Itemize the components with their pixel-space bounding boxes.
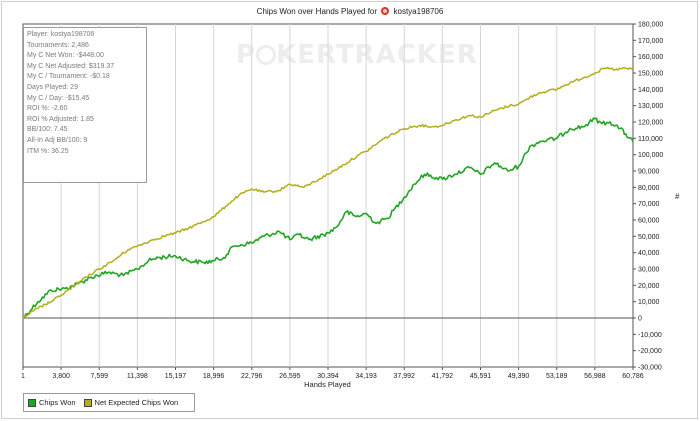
stat-days-played: Days Played: 29 (27, 83, 78, 91)
x-axis-title: Hands Played (304, 380, 351, 389)
watermark-chip-icon (256, 45, 277, 65)
x-tick-label: 1 (21, 373, 25, 380)
watermark-right-text: KERTRACKER (276, 40, 478, 70)
y-tick-label: 130,000 (638, 103, 663, 110)
legend-item-net-expected[interactable]: Net Expected Chips Won (83, 398, 179, 407)
y-tick-label: 140,000 (638, 87, 663, 94)
y-axis-title: # (675, 192, 680, 201)
y-tick-label: 170,000 (638, 38, 663, 45)
x-tick-label: 7,599 (90, 373, 108, 380)
x-tick-label: 15,197 (165, 373, 187, 380)
y-tick-label: 10,000 (638, 299, 660, 306)
watermark-left-text: P (236, 40, 257, 70)
x-tick-label: 11,398 (127, 373, 148, 380)
y-tick-label: -30,000 (638, 365, 662, 372)
x-tick-label: 56,988 (584, 373, 606, 380)
stat-roi: ROI %: -2.60 (27, 105, 68, 113)
legend-item-chips-won[interactable]: Chips Won (28, 398, 76, 407)
x-tick-label: 37,992 (394, 373, 416, 380)
y-tick-label: 30,000 (638, 267, 660, 274)
stat-per-day: My C / Day: -$15.45 (27, 94, 90, 102)
x-tick-label: 30,394 (317, 373, 339, 380)
y-tick-label: 50,000 (638, 234, 660, 241)
x-tick-label: 41,792 (432, 373, 454, 380)
chart-title-text: Chips Won over Hands Played for (256, 7, 378, 16)
y-tick-label: 180,000 (638, 22, 663, 29)
stat-bb-100: BB/100: 7.45 (27, 126, 68, 134)
stat-net-adjusted: My C Net Adjusted: $319.37 (27, 62, 115, 70)
x-tick-label: 53,189 (546, 373, 568, 380)
series-line-net-expected (22, 66, 634, 319)
y-tick-label: 160,000 (638, 54, 663, 61)
x-tick-label: 26,595 (279, 373, 301, 380)
stat-net-won: My C Net Won: -$448.00 (27, 52, 104, 60)
stat-tournaments: Tournaments: 2,486 (27, 41, 89, 49)
stat-itm: ITM %: 36.25 (27, 147, 69, 155)
y-tick-label: 20,000 (638, 283, 660, 290)
y-tick-label: 80,000 (638, 185, 660, 192)
stat-player: Player: kostya198706 (27, 31, 95, 38)
legend-swatch-net-expected (83, 398, 92, 407)
legend-swatch-chips-won (28, 398, 36, 407)
x-tick-label: 49,390 (508, 373, 530, 380)
y-tick-label: 150,000 (638, 71, 663, 78)
legend-label-net-expected: Net Expected Chips Won (94, 398, 179, 407)
pokertracker-watermark: P KERTRACKER (236, 40, 478, 70)
x-tick-label: 18,996 (203, 373, 225, 380)
legend-label-chips-won: Chips Won (39, 398, 76, 407)
x-tick-label: 34,193 (355, 373, 377, 380)
y-tick-label: 40,000 (638, 250, 660, 257)
y-tick-label: -10,000 (638, 332, 662, 339)
y-tick-label: 60,000 (638, 218, 660, 225)
x-tick-label: 60,786 (622, 373, 644, 380)
y-tick-label: 90,000 (638, 169, 660, 176)
x-tick-label: 3,800 (52, 373, 70, 380)
series-line-chips-won (22, 117, 634, 319)
stats-box: Player: kostya198706 Tournaments: 2,486 … (23, 27, 147, 183)
pokertracker-chip-icon (381, 7, 390, 15)
x-tick-label: 45,591 (470, 373, 492, 380)
y-tick-label: 100,000 (638, 152, 663, 159)
stat-per-tournament: My C / Tournament: -$0.18 (27, 73, 110, 81)
chart-title: Chips Won over Hands Played for kostya19… (0, 7, 700, 16)
x-tick-label: 22,796 (241, 373, 263, 380)
y-tick-label: 0 (638, 316, 642, 323)
stat-roi-adjusted: ROI % Adjusted: 1.85 (27, 115, 94, 123)
y-tick-label: 70,000 (638, 201, 660, 208)
y-tick-label: 120,000 (638, 120, 663, 127)
y-tick-label: 110,000 (638, 136, 663, 143)
stat-allin-adj-bb-100: All-In Adj BB/100: 9 (27, 136, 88, 144)
legend: Chips Won Net Expected Chips Won (23, 393, 195, 412)
y-tick-label: -20,000 (638, 348, 662, 355)
chart-title-player: kostya198706 (393, 7, 444, 16)
